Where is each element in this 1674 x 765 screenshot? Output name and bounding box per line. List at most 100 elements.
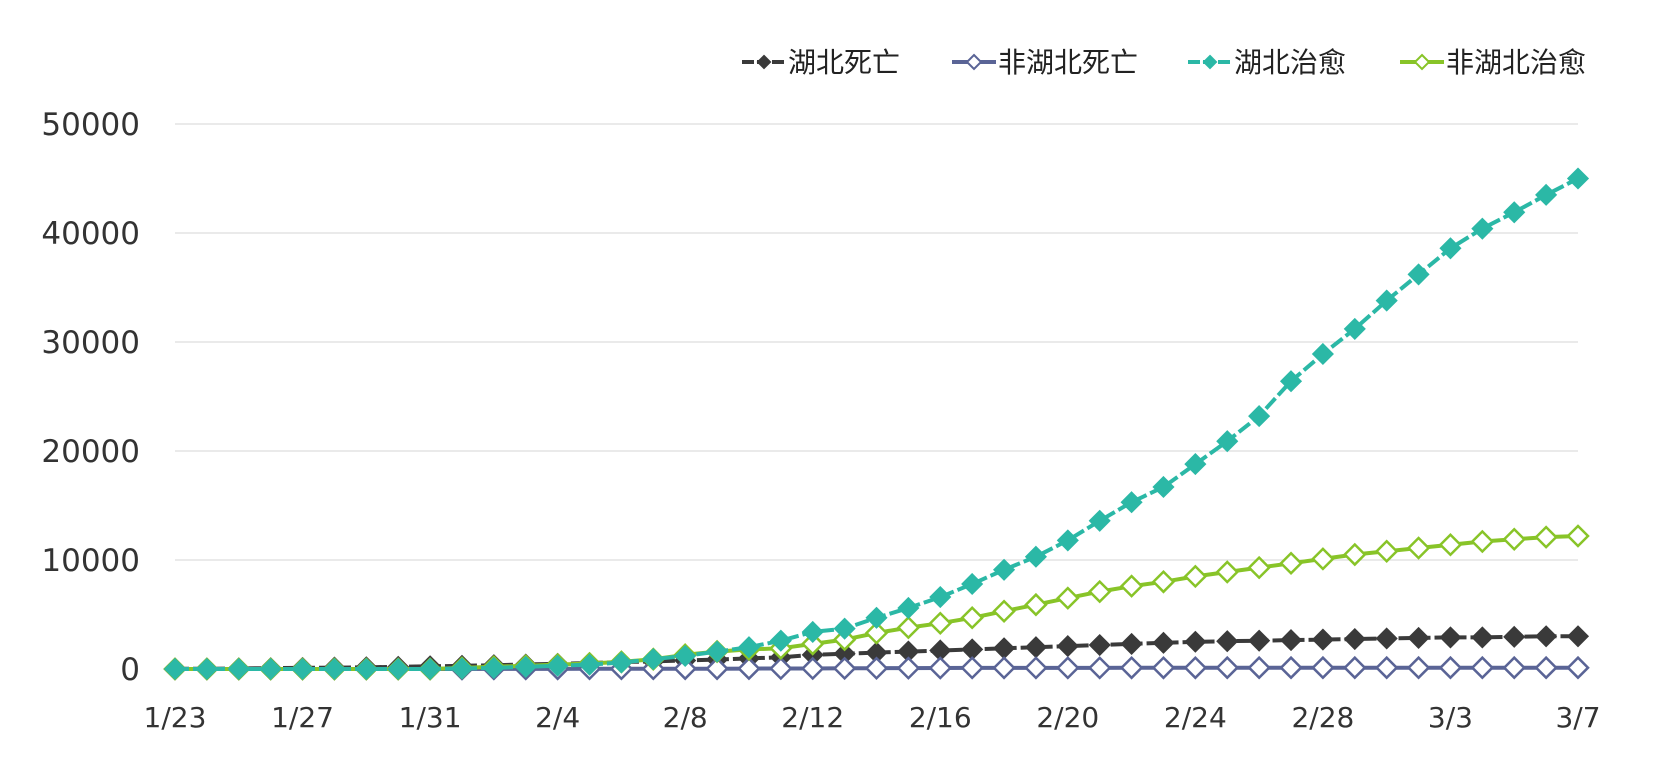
data-point (1279, 551, 1303, 576)
data-point (705, 656, 729, 681)
data-point (1119, 574, 1144, 598)
y-tick-label: 50000 (41, 107, 140, 143)
data-point (1183, 656, 1208, 680)
data-point (1407, 263, 1430, 286)
data-point (578, 653, 601, 676)
series-3 (163, 167, 1590, 681)
data-point (1152, 475, 1175, 499)
data-point (1056, 529, 1079, 552)
data-point (1534, 655, 1558, 680)
data-point (673, 656, 697, 681)
data-point (864, 656, 889, 681)
data-point (1406, 536, 1431, 560)
data-point (992, 558, 1016, 581)
legend-item-3: 湖北治愈 (1188, 46, 1346, 79)
data-point (833, 617, 856, 640)
data-point (1503, 625, 1526, 648)
data-point (323, 657, 346, 681)
data-point (737, 656, 761, 681)
x-tick-label: 2/4 (535, 701, 580, 734)
data-point (832, 656, 857, 681)
data-point (992, 599, 1016, 623)
data-point (1087, 579, 1112, 604)
x-tick-label: 2/20 (1036, 701, 1099, 734)
x-tick-label: 1/27 (271, 701, 334, 734)
data-point (163, 657, 187, 681)
data-point (1503, 201, 1526, 224)
data-point (1215, 655, 1240, 680)
data-point (355, 657, 378, 681)
x-tick-label: 2/8 (663, 701, 708, 734)
data-point (992, 656, 1016, 680)
legend: 湖北死亡 非湖北死亡 湖北治愈 非湖北治愈 (742, 46, 1586, 79)
legend-swatch-marker (756, 54, 772, 70)
data-point (800, 632, 825, 656)
data-point (801, 620, 824, 644)
data-point (227, 657, 250, 681)
data-point (1056, 586, 1080, 610)
y-tick-label: 30000 (41, 325, 140, 361)
data-point (1566, 524, 1590, 548)
data-point (1502, 655, 1526, 680)
data-point (1184, 630, 1207, 653)
data-point (546, 654, 569, 677)
legend-label: 湖北治愈 (1234, 46, 1346, 79)
data-point (1215, 560, 1240, 584)
data-point (1471, 626, 1494, 649)
data-point (1248, 629, 1271, 652)
data-point (1343, 627, 1366, 651)
y-tick-label: 20000 (41, 434, 140, 470)
legend-item-2: 非湖北死亡 (952, 46, 1138, 79)
series-line (175, 176, 1579, 671)
data-point (1056, 656, 1080, 680)
data-point (1566, 655, 1590, 680)
data-point (387, 657, 410, 681)
y-tick-label: 40000 (41, 216, 140, 252)
data-point (514, 655, 537, 678)
x-tick-label: 2/24 (1164, 701, 1227, 734)
y-axis: 0 10000 20000 30000 40000 50000 (41, 107, 140, 688)
legend-label: 非湖北治愈 (1446, 46, 1586, 79)
data-point (1311, 655, 1335, 680)
data-point (1343, 542, 1367, 567)
data-point (1216, 430, 1239, 453)
data-point (929, 585, 952, 609)
data-point (195, 657, 218, 681)
data-point (1502, 527, 1526, 552)
data-point (419, 657, 442, 681)
legend-swatch-marker (1202, 54, 1218, 70)
data-point (1151, 570, 1176, 594)
data-point (1375, 627, 1398, 650)
data-point (1566, 167, 1590, 190)
data-point (1024, 636, 1047, 659)
x-tick-label: 1/23 (144, 701, 207, 734)
data-point (1024, 545, 1047, 568)
data-point (1216, 630, 1239, 653)
data-point (1343, 655, 1367, 680)
data-point (1119, 656, 1144, 680)
data-point (1151, 656, 1176, 680)
data-point (706, 640, 729, 663)
x-tick-label: 3/3 (1428, 701, 1473, 734)
data-point (1311, 547, 1335, 571)
data-point (1534, 525, 1558, 549)
data-point (1535, 183, 1558, 206)
data-point (1375, 289, 1398, 312)
data-point (1279, 629, 1303, 652)
data-point (1279, 370, 1303, 393)
data-point (1439, 626, 1462, 649)
data-point (1311, 628, 1334, 651)
data-point (642, 648, 665, 671)
data-point (928, 611, 953, 635)
data-point (961, 572, 984, 596)
data-point (865, 606, 888, 629)
y-tick-label: 0 (120, 652, 140, 688)
data-point (960, 606, 984, 630)
data-point (1248, 405, 1271, 428)
data-point (1439, 237, 1462, 260)
data-point (928, 656, 953, 680)
data-point (674, 644, 697, 667)
data-point (769, 656, 793, 681)
